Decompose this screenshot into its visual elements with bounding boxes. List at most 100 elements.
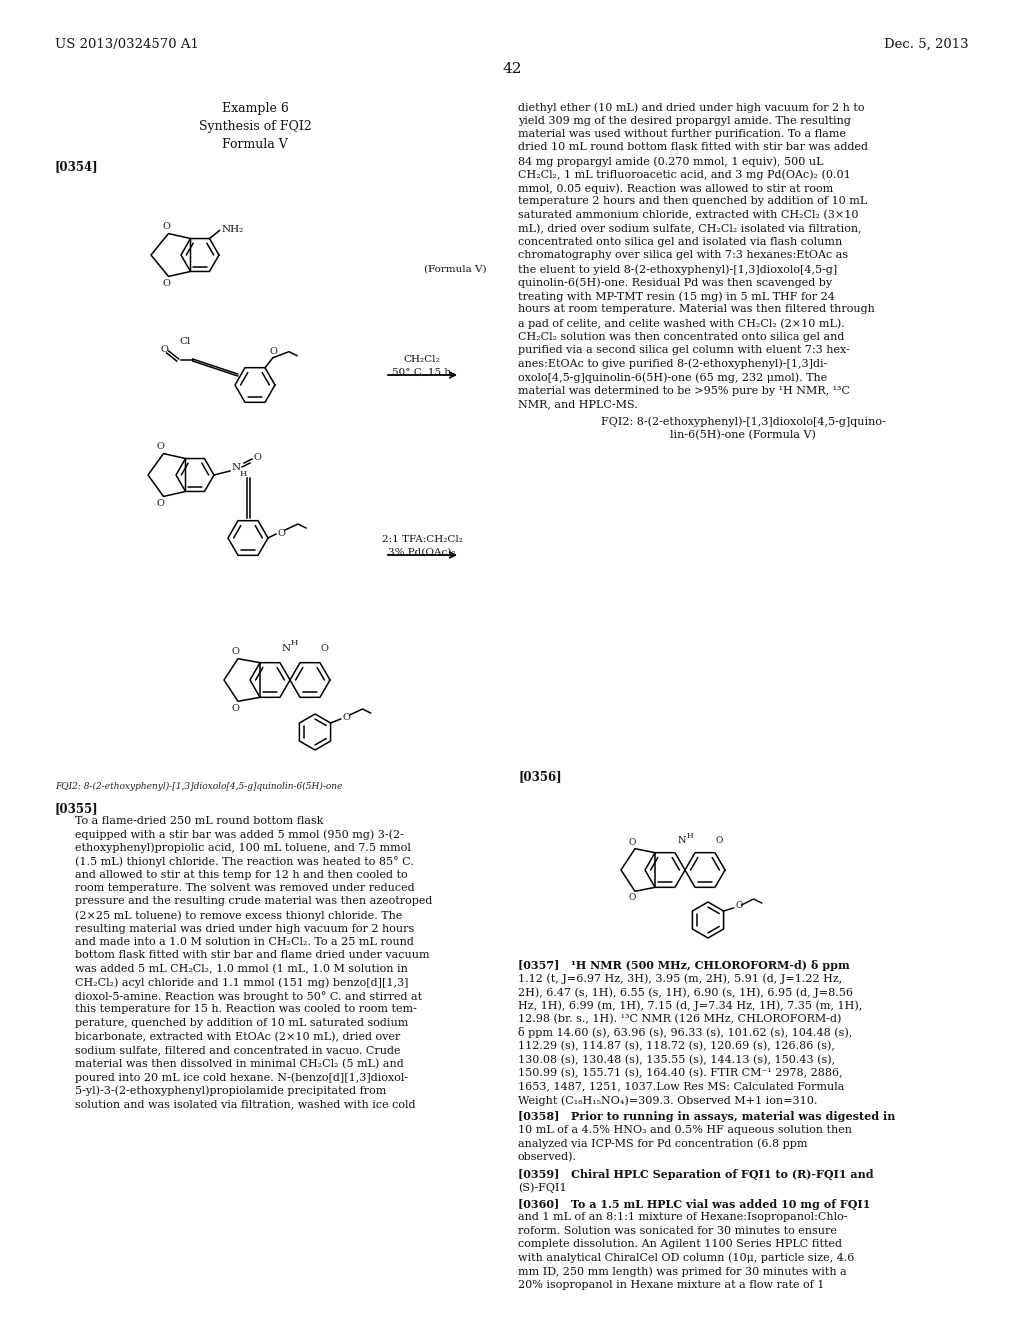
Text: mm ID, 250 mm length) was primed for 30 minutes with a: mm ID, 250 mm length) was primed for 30 … <box>518 1266 847 1276</box>
Text: material was determined to be >95% pure by ¹H NMR, ¹³C: material was determined to be >95% pure … <box>518 385 850 396</box>
Text: O: O <box>157 442 165 450</box>
Text: and allowed to stir at this temp for 12 h and then cooled to: and allowed to stir at this temp for 12 … <box>75 870 408 879</box>
Text: O: O <box>321 644 328 653</box>
Text: To a flame-dried 250 mL round bottom flask: To a flame-dried 250 mL round bottom fla… <box>75 816 324 825</box>
Text: δ ppm 14.60 (s), 63.96 (s), 96.33 (s), 101.62 (s), 104.48 (s),: δ ppm 14.60 (s), 63.96 (s), 96.33 (s), 1… <box>518 1027 852 1039</box>
Text: Example 6: Example 6 <box>221 102 289 115</box>
Text: NH₂: NH₂ <box>221 224 244 234</box>
Text: material was then dissolved in minimal CH₂Cl₂ (5 mL) and: material was then dissolved in minimal C… <box>75 1059 403 1069</box>
Text: solution and was isolated via filtration, washed with ice cold: solution and was isolated via filtration… <box>75 1100 416 1109</box>
Text: O: O <box>716 836 723 845</box>
Text: H: H <box>240 470 248 478</box>
Text: O: O <box>157 499 165 508</box>
Text: material was used without further purification. To a flame: material was used without further purifi… <box>518 129 846 139</box>
Text: CH₂Cl₂: CH₂Cl₂ <box>403 355 440 364</box>
Text: CH₂Cl₂) acyl chloride and 1.1 mmol (151 mg) benzo[d][1,3]: CH₂Cl₂) acyl chloride and 1.1 mmol (151 … <box>75 978 409 989</box>
Text: chromatography over silica gel with 7:3 hexanes:EtOAc as: chromatography over silica gel with 7:3 … <box>518 251 848 260</box>
Text: 50° C, 15 h: 50° C, 15 h <box>392 368 452 378</box>
Text: 84 mg propargyl amide (0.270 mmol, 1 equiv), 500 uL: 84 mg propargyl amide (0.270 mmol, 1 equ… <box>518 156 823 166</box>
Text: observed).: observed). <box>518 1152 577 1163</box>
Text: oxolo[4,5-g]quinolin-6(5H)-one (65 mg, 232 μmol). The: oxolo[4,5-g]quinolin-6(5H)-one (65 mg, 2… <box>518 372 827 383</box>
Text: roform. Solution was sonicated for 30 minutes to ensure: roform. Solution was sonicated for 30 mi… <box>518 1225 837 1236</box>
Text: O: O <box>163 280 171 289</box>
Text: poured into 20 mL ice cold hexane. N-(benzo[d][1,3]dioxol-: poured into 20 mL ice cold hexane. N-(be… <box>75 1072 409 1082</box>
Text: (2×25 mL toluene) to remove excess thionyl chloride. The: (2×25 mL toluene) to remove excess thion… <box>75 909 402 920</box>
Text: quinolin-6(5H)-one. Residual Pd was then scavenged by: quinolin-6(5H)-one. Residual Pd was then… <box>518 277 833 288</box>
Text: Synthesis of FQI2: Synthesis of FQI2 <box>199 120 311 133</box>
Text: saturated ammonium chloride, extracted with CH₂Cl₂ (3×10: saturated ammonium chloride, extracted w… <box>518 210 858 220</box>
Text: O: O <box>161 346 169 355</box>
Text: N: N <box>678 836 686 845</box>
Text: temperature 2 hours and then quenched by addition of 10 mL: temperature 2 hours and then quenched by… <box>518 197 867 206</box>
Text: Formula V: Formula V <box>222 139 288 150</box>
Text: O: O <box>629 838 636 846</box>
Text: O: O <box>343 713 350 722</box>
Text: the eluent to yield 8-(2-ethoxyphenyl)-[1,3]dioxolo[4,5-g]: the eluent to yield 8-(2-ethoxyphenyl)-[… <box>518 264 838 275</box>
Text: FQI2: 8-(2-ethoxyphenyl)-[1,3]dioxolo[4,5-g]quinolin-6(5H)-one: FQI2: 8-(2-ethoxyphenyl)-[1,3]dioxolo[4,… <box>55 781 342 791</box>
Text: sodium sulfate, filtered and concentrated in vacuo. Crude: sodium sulfate, filtered and concentrate… <box>75 1045 400 1055</box>
Text: lin-6(5H)-one (Formula V): lin-6(5H)-one (Formula V) <box>670 430 816 441</box>
Text: perature, quenched by addition of 10 mL saturated sodium: perature, quenched by addition of 10 mL … <box>75 1018 409 1028</box>
Text: purified via a second silica gel column with eluent 7:3 hex-: purified via a second silica gel column … <box>518 345 850 355</box>
Text: 2:1 TFA:CH₂Cl₂: 2:1 TFA:CH₂Cl₂ <box>382 535 463 544</box>
Text: N: N <box>232 463 241 473</box>
Text: 10 mL of a 4.5% HNO₃ and 0.5% HF aqueous solution then: 10 mL of a 4.5% HNO₃ and 0.5% HF aqueous… <box>518 1125 852 1135</box>
Text: H: H <box>291 639 298 647</box>
Text: dioxol-5-amine. Reaction was brought to 50° C. and stirred at: dioxol-5-amine. Reaction was brought to … <box>75 991 422 1002</box>
Text: resulting material was dried under high vacuum for 2 hours: resulting material was dried under high … <box>75 924 415 933</box>
Text: anes:EtOAc to give purified 8-(2-ethoxyphenyl)-[1,3]di-: anes:EtOAc to give purified 8-(2-ethoxyp… <box>518 359 827 370</box>
Text: [0360]   To a 1.5 mL HPLC vial was added 10 mg of FQI1: [0360] To a 1.5 mL HPLC vial was added 1… <box>518 1199 870 1209</box>
Text: analyzed via ICP-MS for Pd concentration (6.8 ppm: analyzed via ICP-MS for Pd concentration… <box>518 1138 808 1150</box>
Text: 130.08 (s), 130.48 (s), 135.55 (s), 144.13 (s), 150.43 (s),: 130.08 (s), 130.48 (s), 135.55 (s), 144.… <box>518 1055 836 1065</box>
Text: (S)-FQI1: (S)-FQI1 <box>518 1181 566 1192</box>
Text: O: O <box>231 647 239 656</box>
Text: yield 309 mg of the desired propargyl amide. The resulting: yield 309 mg of the desired propargyl am… <box>518 116 851 125</box>
Text: 42: 42 <box>502 62 522 77</box>
Text: concentrated onto silica gel and isolated via flash column: concentrated onto silica gel and isolate… <box>518 238 843 247</box>
Text: 12.98 (br. s., 1H). ¹³C NMR (126 MHz, CHLOROFORM-d): 12.98 (br. s., 1H). ¹³C NMR (126 MHz, CH… <box>518 1014 842 1024</box>
Text: O: O <box>278 528 285 537</box>
Text: FQI2: 8-(2-ethoxyphenyl)-[1,3]dioxolo[4,5-g]quino-: FQI2: 8-(2-ethoxyphenyl)-[1,3]dioxolo[4,… <box>601 417 886 428</box>
Text: [0359]   Chiral HPLC Separation of FQI1 to (R)-FQI1 and: [0359] Chiral HPLC Separation of FQI1 to… <box>518 1168 873 1180</box>
Text: 20% isopropanol in Hexane mixture at a flow rate of 1: 20% isopropanol in Hexane mixture at a f… <box>518 1279 824 1290</box>
Text: 1.12 (t, J=6.97 Hz, 3H), 3.95 (m, 2H), 5.91 (d, J=1.22 Hz,: 1.12 (t, J=6.97 Hz, 3H), 3.95 (m, 2H), 5… <box>518 974 843 985</box>
Text: diethyl ether (10 mL) and dried under high vacuum for 2 h to: diethyl ether (10 mL) and dried under hi… <box>518 102 864 112</box>
Text: 150.99 (s), 155.71 (s), 164.40 (s). FTIR CM⁻¹ 2978, 2886,: 150.99 (s), 155.71 (s), 164.40 (s). FTIR… <box>518 1068 843 1078</box>
Text: equipped with a stir bar was added 5 mmol (950 mg) 3-(2-: equipped with a stir bar was added 5 mmo… <box>75 829 403 840</box>
Text: a pad of celite, and celite washed with CH₂Cl₂ (2×10 mL).: a pad of celite, and celite washed with … <box>518 318 845 329</box>
Text: O: O <box>269 347 276 355</box>
Text: (Formula V): (Formula V) <box>424 265 487 275</box>
Text: N: N <box>282 644 291 653</box>
Text: and made into a 1.0 M solution in CH₂Cl₂. To a 25 mL round: and made into a 1.0 M solution in CH₂Cl₂… <box>75 937 414 946</box>
Text: treating with MP-TMT resin (15 mg) in 5 mL THF for 24: treating with MP-TMT resin (15 mg) in 5 … <box>518 290 835 301</box>
Text: [0354]: [0354] <box>55 160 98 173</box>
Text: [0355]: [0355] <box>55 803 98 814</box>
Text: dried 10 mL round bottom flask fitted with stir bar was added: dried 10 mL round bottom flask fitted wi… <box>518 143 868 153</box>
Text: 2H), 6.47 (s, 1H), 6.55 (s, 1H), 6.90 (s, 1H), 6.95 (d, J=8.56: 2H), 6.47 (s, 1H), 6.55 (s, 1H), 6.90 (s… <box>518 987 853 998</box>
Text: CH₂Cl₂ solution was then concentrated onto silica gel and: CH₂Cl₂ solution was then concentrated on… <box>518 331 845 342</box>
Text: O: O <box>735 902 743 911</box>
Text: US 2013/0324570 A1: US 2013/0324570 A1 <box>55 38 199 51</box>
Text: was added 5 mL CH₂Cl₂, 1.0 mmol (1 mL, 1.0 M solution in: was added 5 mL CH₂Cl₂, 1.0 mmol (1 mL, 1… <box>75 964 408 974</box>
Text: hours at room temperature. Material was then filtered through: hours at room temperature. Material was … <box>518 305 874 314</box>
Text: Hz, 1H), 6.99 (m, 1H), 7.15 (d, J=7.34 Hz, 1H), 7.35 (m, 1H),: Hz, 1H), 6.99 (m, 1H), 7.15 (d, J=7.34 H… <box>518 1001 862 1011</box>
Text: pressure and the resulting crude material was then azeotroped: pressure and the resulting crude materia… <box>75 896 432 907</box>
Text: O: O <box>163 222 171 231</box>
Text: with analytical ChiralCel OD column (10μ, particle size, 4.6: with analytical ChiralCel OD column (10μ… <box>518 1253 854 1263</box>
Text: [0358]   Prior to running in assays, material was digested in: [0358] Prior to running in assays, mater… <box>518 1111 895 1122</box>
Text: room temperature. The solvent was removed under reduced: room temperature. The solvent was remove… <box>75 883 415 894</box>
Text: Weight (C₁₈H₁₅NO₄)=309.3. Observed M+1 ion=310.: Weight (C₁₈H₁₅NO₄)=309.3. Observed M+1 i… <box>518 1096 817 1106</box>
Text: and 1 mL of an 8:1:1 mixture of Hexane:Isopropanol:Chlo-: and 1 mL of an 8:1:1 mixture of Hexane:I… <box>518 1212 848 1222</box>
Text: this temperature for 15 h. Reaction was cooled to room tem-: this temperature for 15 h. Reaction was … <box>75 1005 417 1015</box>
Text: [0357]   ¹H NMR (500 MHz, CHLOROFORM-d) δ ppm: [0357] ¹H NMR (500 MHz, CHLOROFORM-d) δ … <box>518 960 850 972</box>
Text: bicarbonate, extracted with EtOAc (2×10 mL), dried over: bicarbonate, extracted with EtOAc (2×10 … <box>75 1031 400 1041</box>
Text: H: H <box>687 832 693 840</box>
Text: complete dissolution. An Agilent 1100 Series HPLC fitted: complete dissolution. An Agilent 1100 Se… <box>518 1239 842 1249</box>
Text: ethoxyphenyl)propiolic acid, 100 mL toluene, and 7.5 mmol: ethoxyphenyl)propiolic acid, 100 mL tolu… <box>75 842 411 853</box>
Text: Cl: Cl <box>179 338 190 346</box>
Text: O: O <box>231 705 239 713</box>
Text: CH₂Cl₂, 1 mL trifluoroacetic acid, and 3 mg Pd(OAc)₂ (0.01: CH₂Cl₂, 1 mL trifluoroacetic acid, and 3… <box>518 169 851 180</box>
Text: O: O <box>629 894 636 903</box>
Text: mmol, 0.05 equiv). Reaction was allowed to stir at room: mmol, 0.05 equiv). Reaction was allowed … <box>518 183 834 194</box>
Text: Dec. 5, 2013: Dec. 5, 2013 <box>885 38 969 51</box>
